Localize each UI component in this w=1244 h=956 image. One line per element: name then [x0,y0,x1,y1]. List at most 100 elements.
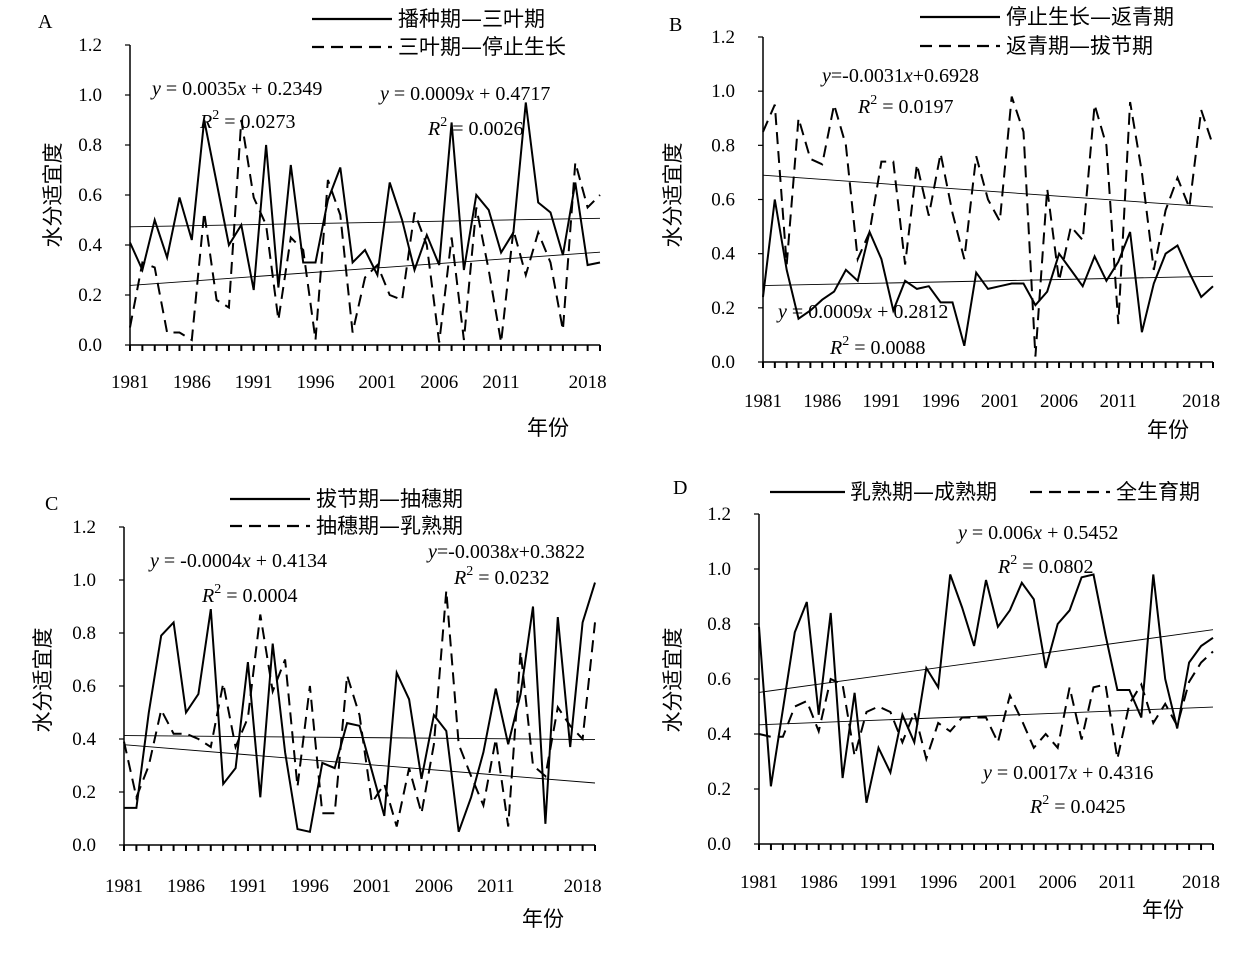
y-tick-label: 0.0 [707,834,731,855]
y-tick-label: 0.4 [72,729,96,750]
x-tick-label: 2001 [981,391,1019,412]
y-tick-label: 0.2 [707,779,731,800]
y-tick-label: 0.2 [711,298,735,319]
trendline [123,735,596,741]
trend-equation: y = 0.0035x + 0.2349 [150,78,322,100]
panel-label: C [45,493,58,515]
x-tick-label: 1991 [229,876,267,897]
x-tick-label: 2006 [1040,391,1078,412]
x-tick-label: 1996 [297,372,335,393]
y-tick-label: 0.6 [711,190,735,211]
x-tick-label: 1996 [922,391,960,412]
trend-r2: R2 = 0.0004 [201,582,298,607]
trend-equation: y = -0.0004x + 0.4134 [148,550,327,572]
x-axis-title: 年份 [1147,418,1189,442]
y-tick-label: 1.2 [72,517,96,538]
y-axis-title: 水分适宜度 [41,143,65,248]
y-tick-label: 0.2 [72,782,96,803]
trend-equation: y = 0.006x + 0.5452 [956,522,1118,544]
y-tick-label: 0.4 [78,235,102,256]
x-tick-label: 1986 [803,391,841,412]
series-line-1 [758,573,1214,804]
panel-label: B [669,14,682,36]
x-tick-label: 1986 [167,876,205,897]
y-tick-label: 0.6 [72,676,96,697]
y-axis-title: 水分适宜度 [661,628,685,733]
trendline [758,629,1214,693]
trend-equation: y=-0.0038x+0.3822 [426,541,585,563]
series-line-2 [123,590,596,827]
y-tick-label: 0.6 [78,185,102,206]
x-tick-label: 2018 [1182,391,1220,412]
x-tick-label: 2006 [420,372,458,393]
x-tick-label: 2006 [415,876,453,897]
x-tick-label: 1986 [800,872,838,893]
trendline [129,217,601,228]
y-tick-label: 0.2 [78,285,102,306]
y-tick-label: 1.0 [707,559,731,580]
y-tick-label: 0.0 [711,352,735,373]
trendline [123,744,596,784]
legend-label: 乳熟期—成熟期 [850,480,997,504]
trend-r2: R2 = 0.0197 [857,93,954,118]
x-tick-label: 1991 [235,372,273,393]
x-tick-label: 1981 [740,872,778,893]
chart-panel-b: B 0.0 0.2 0.4 0.6 0.8 1.0 1.2 1981 1986 1991 1996 20… [661,5,1220,442]
x-tick-label: 1996 [919,872,957,893]
series-line-1 [129,102,601,291]
series-line-2 [129,119,601,343]
x-tick-label: 2018 [569,372,607,393]
y-tick-label: 1.2 [707,504,731,525]
x-tick-label: 2001 [358,372,396,393]
y-tick-label: 0.8 [78,135,102,156]
x-tick-label: 2011 [1099,872,1136,893]
trend-r2: R2 = 0.0088 [829,334,926,359]
x-tick-label: 1991 [862,391,900,412]
x-tick-label: 1991 [859,872,897,893]
x-tick-label: 1981 [105,876,143,897]
y-tick-label: 1.0 [78,85,102,106]
legend-label: 播种期—三叶期 [398,7,545,31]
panel-label: A [38,11,53,33]
legend-label: 三叶期—停止生长 [398,35,566,59]
x-tick-label: 2006 [1039,872,1077,893]
legend-label: 全生育期 [1116,480,1200,504]
trend-r2: R2 = 0.0425 [1029,793,1126,818]
trendline [758,706,1214,726]
x-tick-label: 2011 [1100,391,1137,412]
series-line-1 [762,199,1214,347]
x-tick-label: 2011 [482,372,519,393]
series-line-1 [124,582,596,833]
x-axis-title: 年份 [1142,898,1184,922]
y-axis-title: 水分适宜度 [31,628,55,733]
y-tick-label: 1.0 [711,81,735,102]
x-tick-label: 1981 [111,372,149,393]
trend-r2: R2 = 0.0802 [997,553,1094,578]
x-axis-title: 年份 [522,907,564,931]
trendline [762,275,1214,287]
legend-label: 拔节期—抽穗期 [316,487,463,511]
chart-panel-c: C 0.0 0.2 0.4 0.6 0.8 1.0 1.2 1981 1986 1991 1996 20… [31,487,602,931]
y-tick-label: 0.4 [707,724,731,745]
y-tick-label: 0.8 [707,614,731,635]
y-axis-title: 水分适宜度 [661,143,685,248]
x-axis-title: 年份 [527,416,569,440]
panel-label: D [673,477,687,499]
chart-panel-a: A 0.0 0.2 0.4 0.6 0.8 1.0 1.2 1981 1986 1991 1996 20… [38,7,607,440]
legend-label: 抽穗期—乳熟期 [316,514,463,538]
y-tick-label: 1.2 [78,35,102,56]
series-line-2 [758,650,1214,763]
x-tick-label: 1981 [744,391,782,412]
trend-r2: R2 = 0.0026 [427,115,524,140]
trend-equation: y = 0.0009x + 0.2812 [776,301,948,323]
y-tick-label: 0.4 [711,244,735,265]
x-tick-label: 1986 [173,372,211,393]
trend-r2: R2 = 0.0273 [199,108,296,133]
trend-r2: R2 = 0.0232 [453,564,550,589]
trend-equation: y = 0.0017x + 0.4316 [981,762,1153,784]
chart-panel-d: D 0.0 0.2 0.4 0.6 0.8 1.0 1.2 1981 1986 1991 1996 20… [661,477,1220,922]
y-tick-label: 0.8 [72,623,96,644]
x-tick-label: 2001 [979,872,1017,893]
trendline [762,174,1214,208]
